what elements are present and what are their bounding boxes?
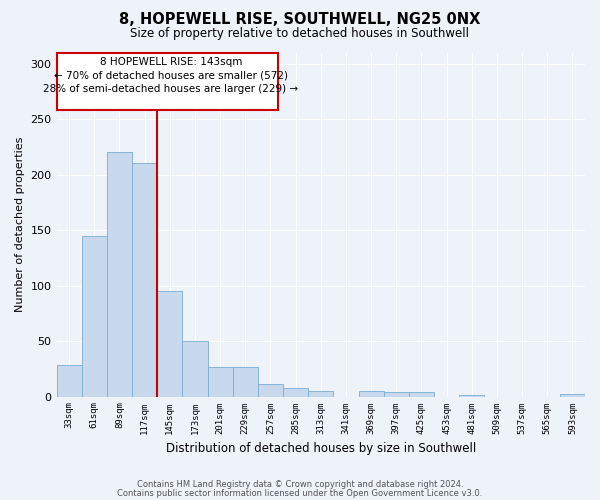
Bar (82, 236, 107, 396)
Bar (560, 394, 585, 396)
Bar (359, 391, 383, 396)
Bar (56, 52, 278, 110)
X-axis label: Distribution of detached houses by size in Southwell: Distribution of detached houses by size … (166, 442, 476, 455)
Bar (157, 291, 182, 397)
Text: 28% of semi-detached houses are larger (229) →: 28% of semi-detached houses are larger (… (43, 84, 299, 94)
Bar (182, 341, 208, 396)
Bar (409, 392, 434, 396)
Text: 8 HOPEWELL RISE: 143sqm: 8 HOPEWELL RISE: 143sqm (100, 57, 242, 67)
Bar (56, 366, 82, 396)
Bar (208, 366, 233, 396)
Bar (132, 164, 157, 396)
Text: 8, HOPEWELL RISE, SOUTHWELL, NG25 0NX: 8, HOPEWELL RISE, SOUTHWELL, NG25 0NX (119, 12, 481, 28)
Bar (308, 391, 334, 396)
Text: Size of property relative to detached houses in Southwell: Size of property relative to detached ho… (131, 28, 470, 40)
Y-axis label: Number of detached properties: Number of detached properties (15, 137, 25, 312)
Bar (283, 388, 308, 396)
Bar (233, 366, 258, 396)
Text: Contains HM Land Registry data © Crown copyright and database right 2024.: Contains HM Land Registry data © Crown c… (137, 480, 463, 489)
Bar (258, 384, 283, 396)
Bar (107, 152, 132, 396)
Text: Contains public sector information licensed under the Open Government Licence v3: Contains public sector information licen… (118, 489, 482, 498)
Bar (383, 392, 409, 396)
Text: ← 70% of detached houses are smaller (572): ← 70% of detached houses are smaller (57… (54, 70, 288, 81)
